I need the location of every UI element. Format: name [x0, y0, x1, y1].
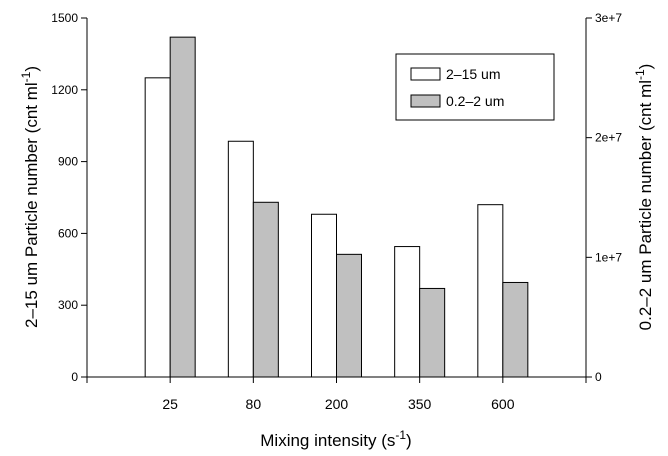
left-y-tick-label: 1500: [51, 11, 78, 25]
right-y-axis-title: 0.2–2 um Particle number (cnt ml-1): [633, 64, 655, 331]
legend-swatch-series-2: [410, 94, 441, 108]
left-y-tick-label: 600: [58, 226, 78, 240]
bar-series-1-80: [227, 140, 254, 378]
bar-series-1-200: [311, 213, 337, 378]
legend-box: [395, 53, 555, 121]
bar-series-2-80: [252, 201, 279, 378]
bars: [144, 36, 529, 378]
left-y-tick-label: 900: [58, 155, 78, 169]
bar-series-1-350: [394, 246, 421, 378]
x-category-label: 200: [325, 396, 349, 412]
legend-swatch-series-1: [410, 67, 441, 81]
right-y-tick-label: 2e+7: [595, 131, 622, 145]
bar-series-2-350: [419, 287, 446, 378]
bar-series-2-25: [169, 36, 196, 378]
x-category-label: 600: [491, 396, 515, 412]
bar-series-2-600: [502, 281, 529, 378]
x-axis-title: Mixing intensity (s-1): [260, 428, 411, 450]
x-ticks: 25 80 200 350 600: [86, 377, 587, 412]
left-y-tick-label: 300: [58, 298, 78, 312]
right-y-ticks: 0 1e+7 2e+7 3e+7: [586, 11, 622, 384]
bar-series-1-25: [144, 77, 171, 378]
right-y-tick-label: 0: [595, 370, 602, 384]
left-y-tick-label: 0: [71, 370, 78, 384]
right-y-tick-label: 3e+7: [595, 11, 622, 25]
bar-series-2-200: [336, 253, 362, 378]
legend-label-series-1: 2–15 um: [446, 66, 500, 82]
x-category-label: 350: [408, 396, 432, 412]
left-y-ticks: 0 300 600 900 1200 1500: [51, 11, 87, 384]
left-y-axis-title: 2–15 um Particle number (cnt ml-1): [19, 66, 41, 328]
left-y-tick-label: 1200: [51, 83, 78, 97]
legend: 2–15 um 0.2–2 um: [395, 53, 555, 121]
x-category-label: 25: [162, 396, 178, 412]
x-category-label: 80: [246, 396, 262, 412]
legend-label-series-2: 0.2–2 um: [446, 93, 504, 109]
right-y-tick-label: 1e+7: [595, 250, 622, 264]
bar-series-1-600: [477, 204, 504, 378]
